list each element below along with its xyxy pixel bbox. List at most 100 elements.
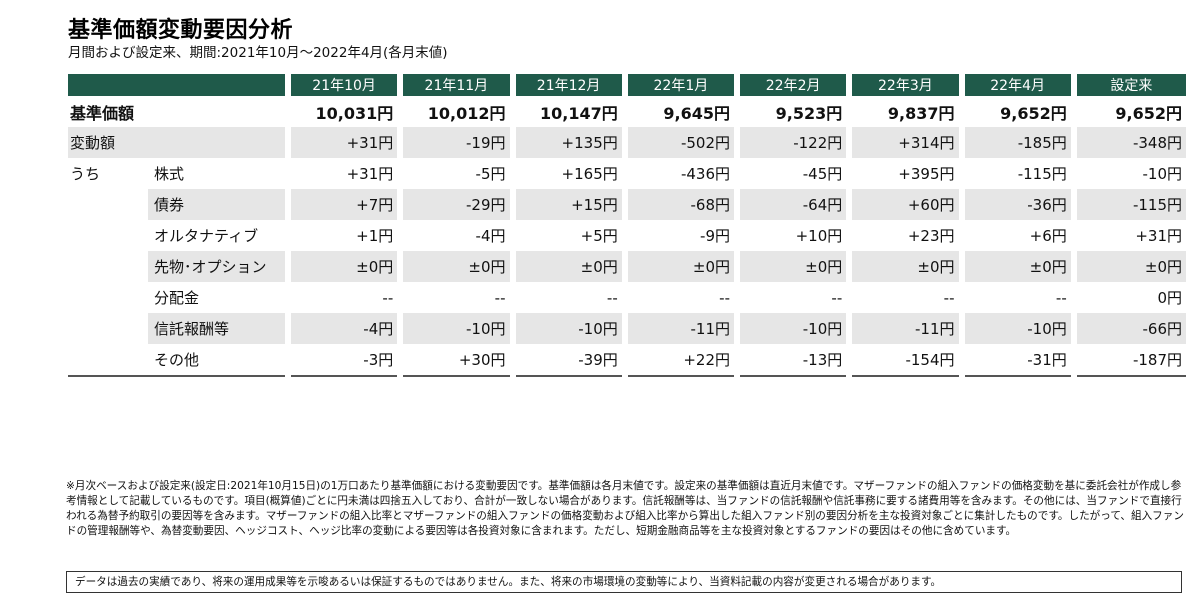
table-cell: +23円 xyxy=(846,220,962,251)
table-cell: 9,652円 xyxy=(958,96,1074,127)
table-cell: -- xyxy=(846,282,962,313)
table-cell: -68円 xyxy=(621,189,737,220)
table-cell: -- xyxy=(621,282,737,313)
table-cell: -19円 xyxy=(397,127,513,158)
column-header: 22年1月 xyxy=(621,74,737,96)
table-cell: -115円 xyxy=(1070,189,1186,220)
table-cell: 9,837円 xyxy=(846,96,962,127)
table-cell: ±0円 xyxy=(621,251,737,282)
table-cell: +7円 xyxy=(284,189,401,220)
row-group-label: うち xyxy=(70,165,101,183)
table-cell: -115円 xyxy=(958,158,1074,189)
table-cell: -- xyxy=(733,282,850,313)
row-label: 先物･オプション xyxy=(148,251,288,282)
table-cell: +30円 xyxy=(397,344,513,377)
column-header: 22年4月 xyxy=(958,74,1074,96)
table-cell: +10円 xyxy=(733,220,850,251)
table-cell: ±0円 xyxy=(1070,251,1186,282)
table-cell: 10,147円 xyxy=(509,96,625,127)
row-group-label xyxy=(68,344,148,377)
table-cell: ±0円 xyxy=(958,251,1074,282)
column-header: 21年10月 xyxy=(284,74,401,96)
column-header: 22年2月 xyxy=(733,74,850,96)
row-group-label xyxy=(68,189,148,220)
table-cell: -10円 xyxy=(733,313,850,344)
table-row-nav: 基準価額 10,031円 10,012円 10,147円 9,645円 9,52… xyxy=(68,96,1186,127)
table-cell: -10円 xyxy=(958,313,1074,344)
row-label: 基準価額 xyxy=(70,103,135,123)
table-cell: -9円 xyxy=(621,220,737,251)
table-cell: ±0円 xyxy=(509,251,625,282)
table-cell: -187円 xyxy=(1070,344,1186,377)
table-cell: -5円 xyxy=(397,158,513,189)
table-cell: -185円 xyxy=(958,127,1074,158)
row-label: 変動額 xyxy=(68,127,288,158)
column-header: 設定来 xyxy=(1070,74,1186,96)
table-cell: -13円 xyxy=(733,344,850,377)
table-row-futures-options: 先物･オプション ±0円 ±0円 ±0円 ±0円 ±0円 ±0円 ±0円 ±0円 xyxy=(68,251,1186,282)
table-cell: +135円 xyxy=(509,127,625,158)
footnotes: ※月次ベースおよび設定来(設定日:2021年10月15日)の1万口あたり基準価額… xyxy=(66,480,1184,537)
table-cell: +6円 xyxy=(958,220,1074,251)
row-label: オルタナティブ xyxy=(154,227,259,245)
table-cell: -- xyxy=(284,282,401,313)
row-label: 分配金 xyxy=(154,289,200,307)
row-group-label xyxy=(68,251,148,282)
table-cell: -- xyxy=(397,282,513,313)
table-cell: ±0円 xyxy=(397,251,513,282)
change-factor-table: 21年10月 21年11月 21年12月 22年1月 22年2月 22年3月 2… xyxy=(68,74,1186,377)
table-cell: +1円 xyxy=(284,220,401,251)
table-cell: +31円 xyxy=(284,158,401,189)
row-group-label xyxy=(68,220,148,251)
page-title: 基準価額変動要因分析 xyxy=(68,18,294,43)
header-blank-cell xyxy=(68,74,148,96)
row-group-label xyxy=(68,313,148,344)
table-cell: 0円 xyxy=(1070,282,1186,313)
table-cell: -10円 xyxy=(1070,158,1186,189)
disclaimer-box: データは過去の実績であり、将来の運用成果等を示唆あるいは保証するものではありませ… xyxy=(66,571,1182,593)
table-cell: +60円 xyxy=(846,189,962,220)
table-cell: +22円 xyxy=(621,344,737,377)
table-cell: -10円 xyxy=(397,313,513,344)
header-blank-cell xyxy=(148,74,288,96)
table-cell: +395円 xyxy=(846,158,962,189)
table-row-trust-fees: 信託報酬等 -4円 -10円 -10円 -11円 -10円 -11円 -10円 … xyxy=(68,313,1186,344)
table-cell: -45円 xyxy=(733,158,850,189)
table-cell: -64円 xyxy=(733,189,850,220)
table-cell: +314円 xyxy=(846,127,962,158)
table-cell: -- xyxy=(509,282,625,313)
table-cell: -36円 xyxy=(958,189,1074,220)
table-cell: +5円 xyxy=(509,220,625,251)
column-header: 21年12月 xyxy=(509,74,625,96)
table-cell: -4円 xyxy=(397,220,513,251)
table-cell: +31円 xyxy=(284,127,401,158)
table-cell: 9,652円 xyxy=(1070,96,1186,127)
row-group-label xyxy=(68,282,148,313)
table-cell: 9,523円 xyxy=(733,96,850,127)
column-header: 21年11月 xyxy=(397,74,513,96)
table-row-bonds: 債券 +7円 -29円 +15円 -68円 -64円 +60円 -36円 -11… xyxy=(68,189,1186,220)
table-row-alternatives: オルタナティブ +1円 -4円 +5円 -9円 +10円 +23円 +6円 +3… xyxy=(68,220,1186,251)
table-cell: 10,031円 xyxy=(284,96,401,127)
row-label: 債券 xyxy=(148,189,288,220)
table-cell: +31円 xyxy=(1070,220,1186,251)
table-row-other: その他 -3円 +30円 -39円 +22円 -13円 -154円 -31円 -… xyxy=(68,344,1186,377)
table-cell: -11円 xyxy=(621,313,737,344)
table-header-row: 21年10月 21年11月 21年12月 22年1月 22年2月 22年3月 2… xyxy=(68,74,1186,96)
table-cell: ±0円 xyxy=(846,251,962,282)
table-cell: 9,645円 xyxy=(621,96,737,127)
table-cell: ±0円 xyxy=(733,251,850,282)
table-cell: -4円 xyxy=(284,313,401,344)
table-cell: -348円 xyxy=(1070,127,1186,158)
table-cell: -66円 xyxy=(1070,313,1186,344)
table-row-change: 変動額 +31円 -19円 +135円 -502円 -122円 +314円 -1… xyxy=(68,127,1186,158)
table-cell: ±0円 xyxy=(284,251,401,282)
row-label: その他 xyxy=(148,344,288,377)
table-cell: -154円 xyxy=(846,344,962,377)
table-row-stocks: うち 株式 +31円 -5円 +165円 -436円 -45円 +395円 -1… xyxy=(68,158,1186,189)
table-cell: +15円 xyxy=(509,189,625,220)
table-cell: -10円 xyxy=(509,313,625,344)
table-cell: -39円 xyxy=(509,344,625,377)
page-subtitle: 月間および設定来、期間:2021年10月～2022年4月(各月末値) xyxy=(68,45,448,61)
row-label: 信託報酬等 xyxy=(148,313,288,344)
